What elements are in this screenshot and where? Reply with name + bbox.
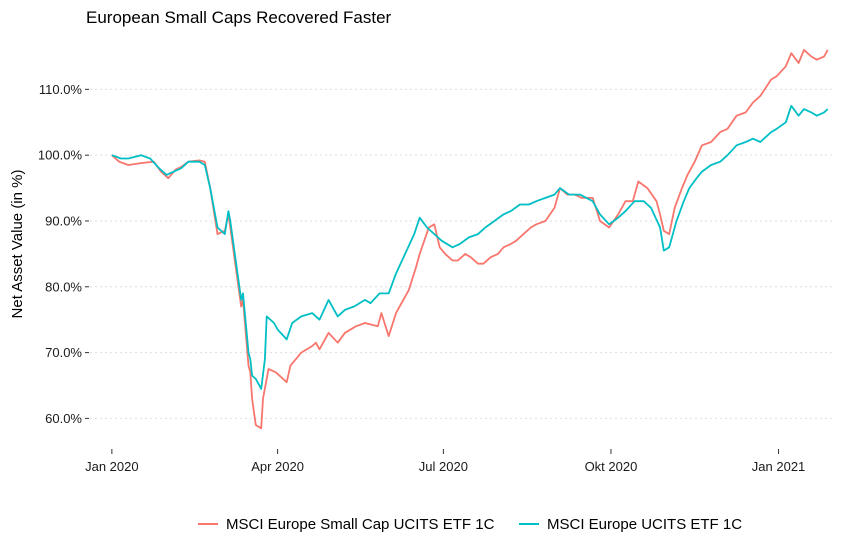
y-tick-label: 60.0%	[45, 411, 82, 426]
x-tick-label: Okt 2020	[585, 459, 638, 474]
y-tick-label: 90.0%	[45, 213, 82, 228]
y-tick-label: 70.0%	[45, 345, 82, 360]
y-tick-label: 110.0%	[39, 82, 83, 97]
grid-lines	[90, 88, 835, 419]
y-axis-title: Net Asset Value (in %)	[9, 170, 26, 319]
y-tick-label: 80.0%	[45, 279, 82, 294]
y-axis: 60.0% 70.0% 80.0% 90.0% 100.0% 110.0%	[38, 82, 89, 426]
legend-label: MSCI Europe UCITS ETF 1C	[547, 516, 742, 533]
x-tick-label: Jan 2020	[85, 459, 139, 474]
legend-item-1: MSCI Europe Small Cap UCITS ETF 1C	[198, 516, 495, 533]
legend: MSCI Europe Small Cap UCITS ETF 1C MSCI E…	[198, 516, 742, 533]
legend-item-2: MSCI Europe UCITS ETF 1C	[519, 516, 742, 533]
series-line-2	[111, 104, 829, 390]
series-line-1	[111, 49, 829, 430]
x-tick-label: Jan 2021	[752, 459, 806, 474]
legend-label: MSCI Europe Small Cap UCITS ETF 1C	[226, 516, 495, 533]
series-lines	[111, 49, 829, 430]
y-tick-label: 100.0%	[38, 148, 83, 163]
x-tick-label: Apr 2020	[251, 459, 304, 474]
x-axis: Jan 2020 Apr 2020 Jul 2020 Okt 2020 Jan 2021	[85, 449, 805, 474]
x-tick-label: Jul 2020	[419, 459, 468, 474]
chart-title: European Small Caps Recovered Faster	[86, 8, 392, 27]
